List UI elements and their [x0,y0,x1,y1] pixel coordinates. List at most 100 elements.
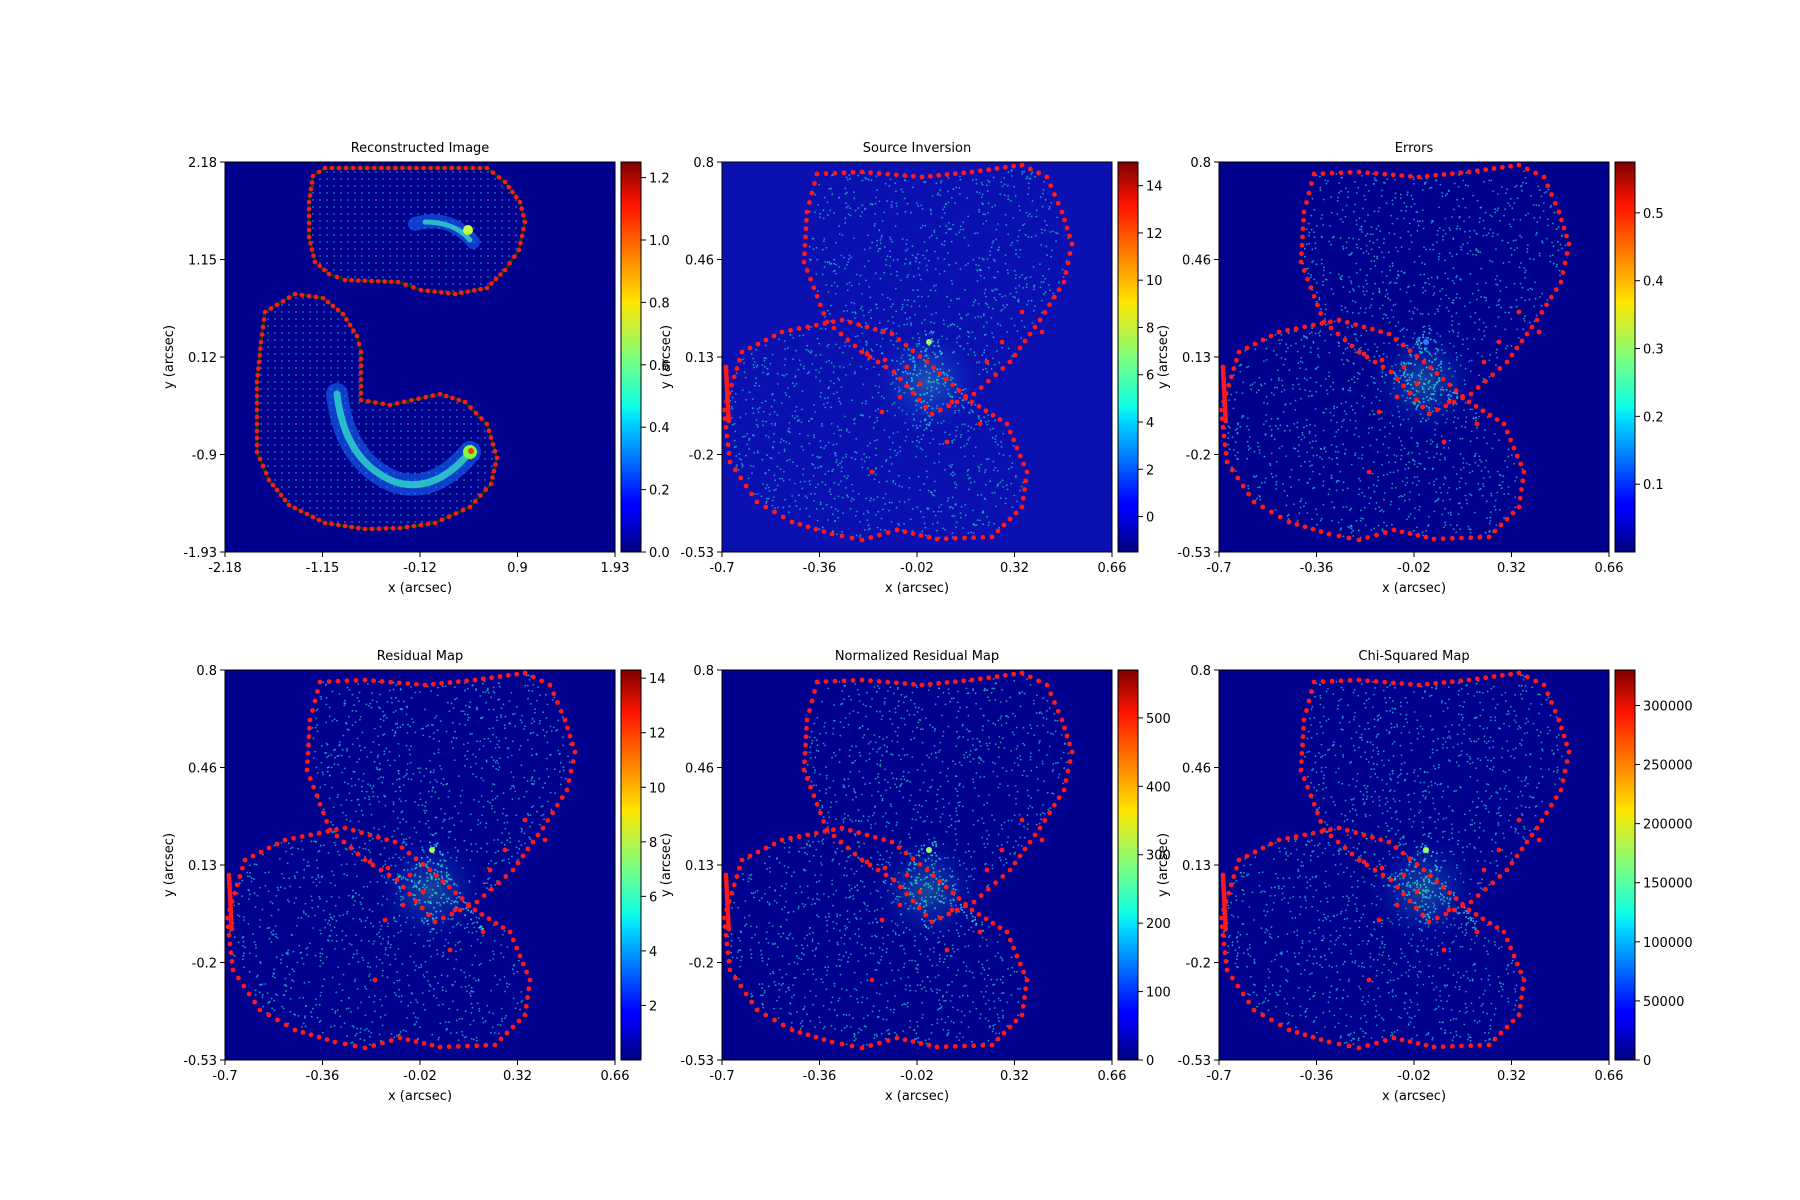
source-point [864,402,867,405]
source-point [1330,443,1333,446]
source-point [1332,381,1335,384]
source-point [1401,444,1403,447]
source-point [890,330,893,332]
source-point [867,511,870,514]
grid-point [309,430,311,432]
grid-point [333,255,335,257]
grid-point [309,479,311,481]
source-point [1394,192,1397,195]
source-point [779,477,781,480]
source-point [859,307,862,310]
source-point [895,454,898,457]
grid-point [354,213,356,215]
source-point [830,361,833,364]
source-point [1350,280,1352,282]
grid-point [333,178,335,180]
grid-point [333,206,335,208]
grid-point [431,241,433,243]
source-point [1024,278,1026,280]
source-point [967,215,970,218]
source-point [1000,310,1002,312]
source-point [1383,238,1385,240]
grid-point [515,234,517,236]
source-point [1383,521,1385,524]
grid-point [379,493,381,495]
source-point [911,245,914,248]
source-point [1012,217,1015,219]
source-point [1420,177,1423,180]
source-point [964,264,967,266]
source-point [1540,195,1543,198]
source-point [1484,211,1487,214]
source-point [1413,203,1416,205]
source-point [1342,535,1345,538]
source-point [1348,526,1351,529]
source-point [1507,492,1510,495]
source-point [859,534,862,536]
grid-point [484,451,486,453]
source-point [963,236,966,239]
source-point [741,464,744,467]
source-point [1455,312,1458,314]
source-point [821,273,824,276]
source-point [1314,434,1317,437]
source-point [1345,506,1348,508]
source-point [1322,503,1325,506]
grid-point [330,444,332,446]
border-point [286,295,292,300]
grid-point [267,381,269,383]
grid-point [375,220,377,222]
source-point [1016,330,1019,333]
grid-point [487,220,489,222]
grid-point [326,178,328,180]
source-point [854,458,857,461]
grid-point [347,185,349,187]
source-point [1034,175,1036,178]
source-point [984,288,987,291]
grid-point [442,437,444,439]
source-point [823,196,826,199]
source-point [1415,441,1418,444]
source-point [869,442,872,445]
source-point [1330,243,1332,246]
source-point [966,443,968,445]
source-point [1346,358,1348,361]
source-point [1489,520,1492,522]
source-point [1557,249,1560,252]
source-point [830,406,832,409]
source-point [1440,492,1442,494]
source-point [744,435,746,438]
border-point [978,385,984,390]
grid-point [410,276,412,278]
grid-point [323,500,325,502]
grid-point [351,514,353,516]
source-point [1399,236,1402,239]
source-point [1477,482,1480,485]
source-point [1061,268,1064,271]
source-point [810,492,813,495]
grid-point [424,192,426,194]
source-point [735,455,738,457]
source-point [1389,471,1392,474]
source-point [1382,443,1385,446]
source-point [1435,478,1438,480]
source-point [1056,216,1059,219]
source-point [995,238,998,241]
source-point [1400,449,1402,451]
source-point [999,193,1002,196]
source-point [1523,317,1525,320]
source-point [1365,329,1368,332]
source-point [1439,227,1441,229]
source-point [1428,482,1431,485]
source-point [923,241,926,243]
source-point [909,261,912,264]
grid-point [410,255,412,257]
source-point [930,212,933,215]
grid-point [459,276,461,278]
source-point [980,463,983,466]
source-point [920,278,922,281]
source-point [1234,429,1237,431]
source-point [966,469,969,472]
source-point [1477,289,1480,292]
border-point [445,290,451,296]
